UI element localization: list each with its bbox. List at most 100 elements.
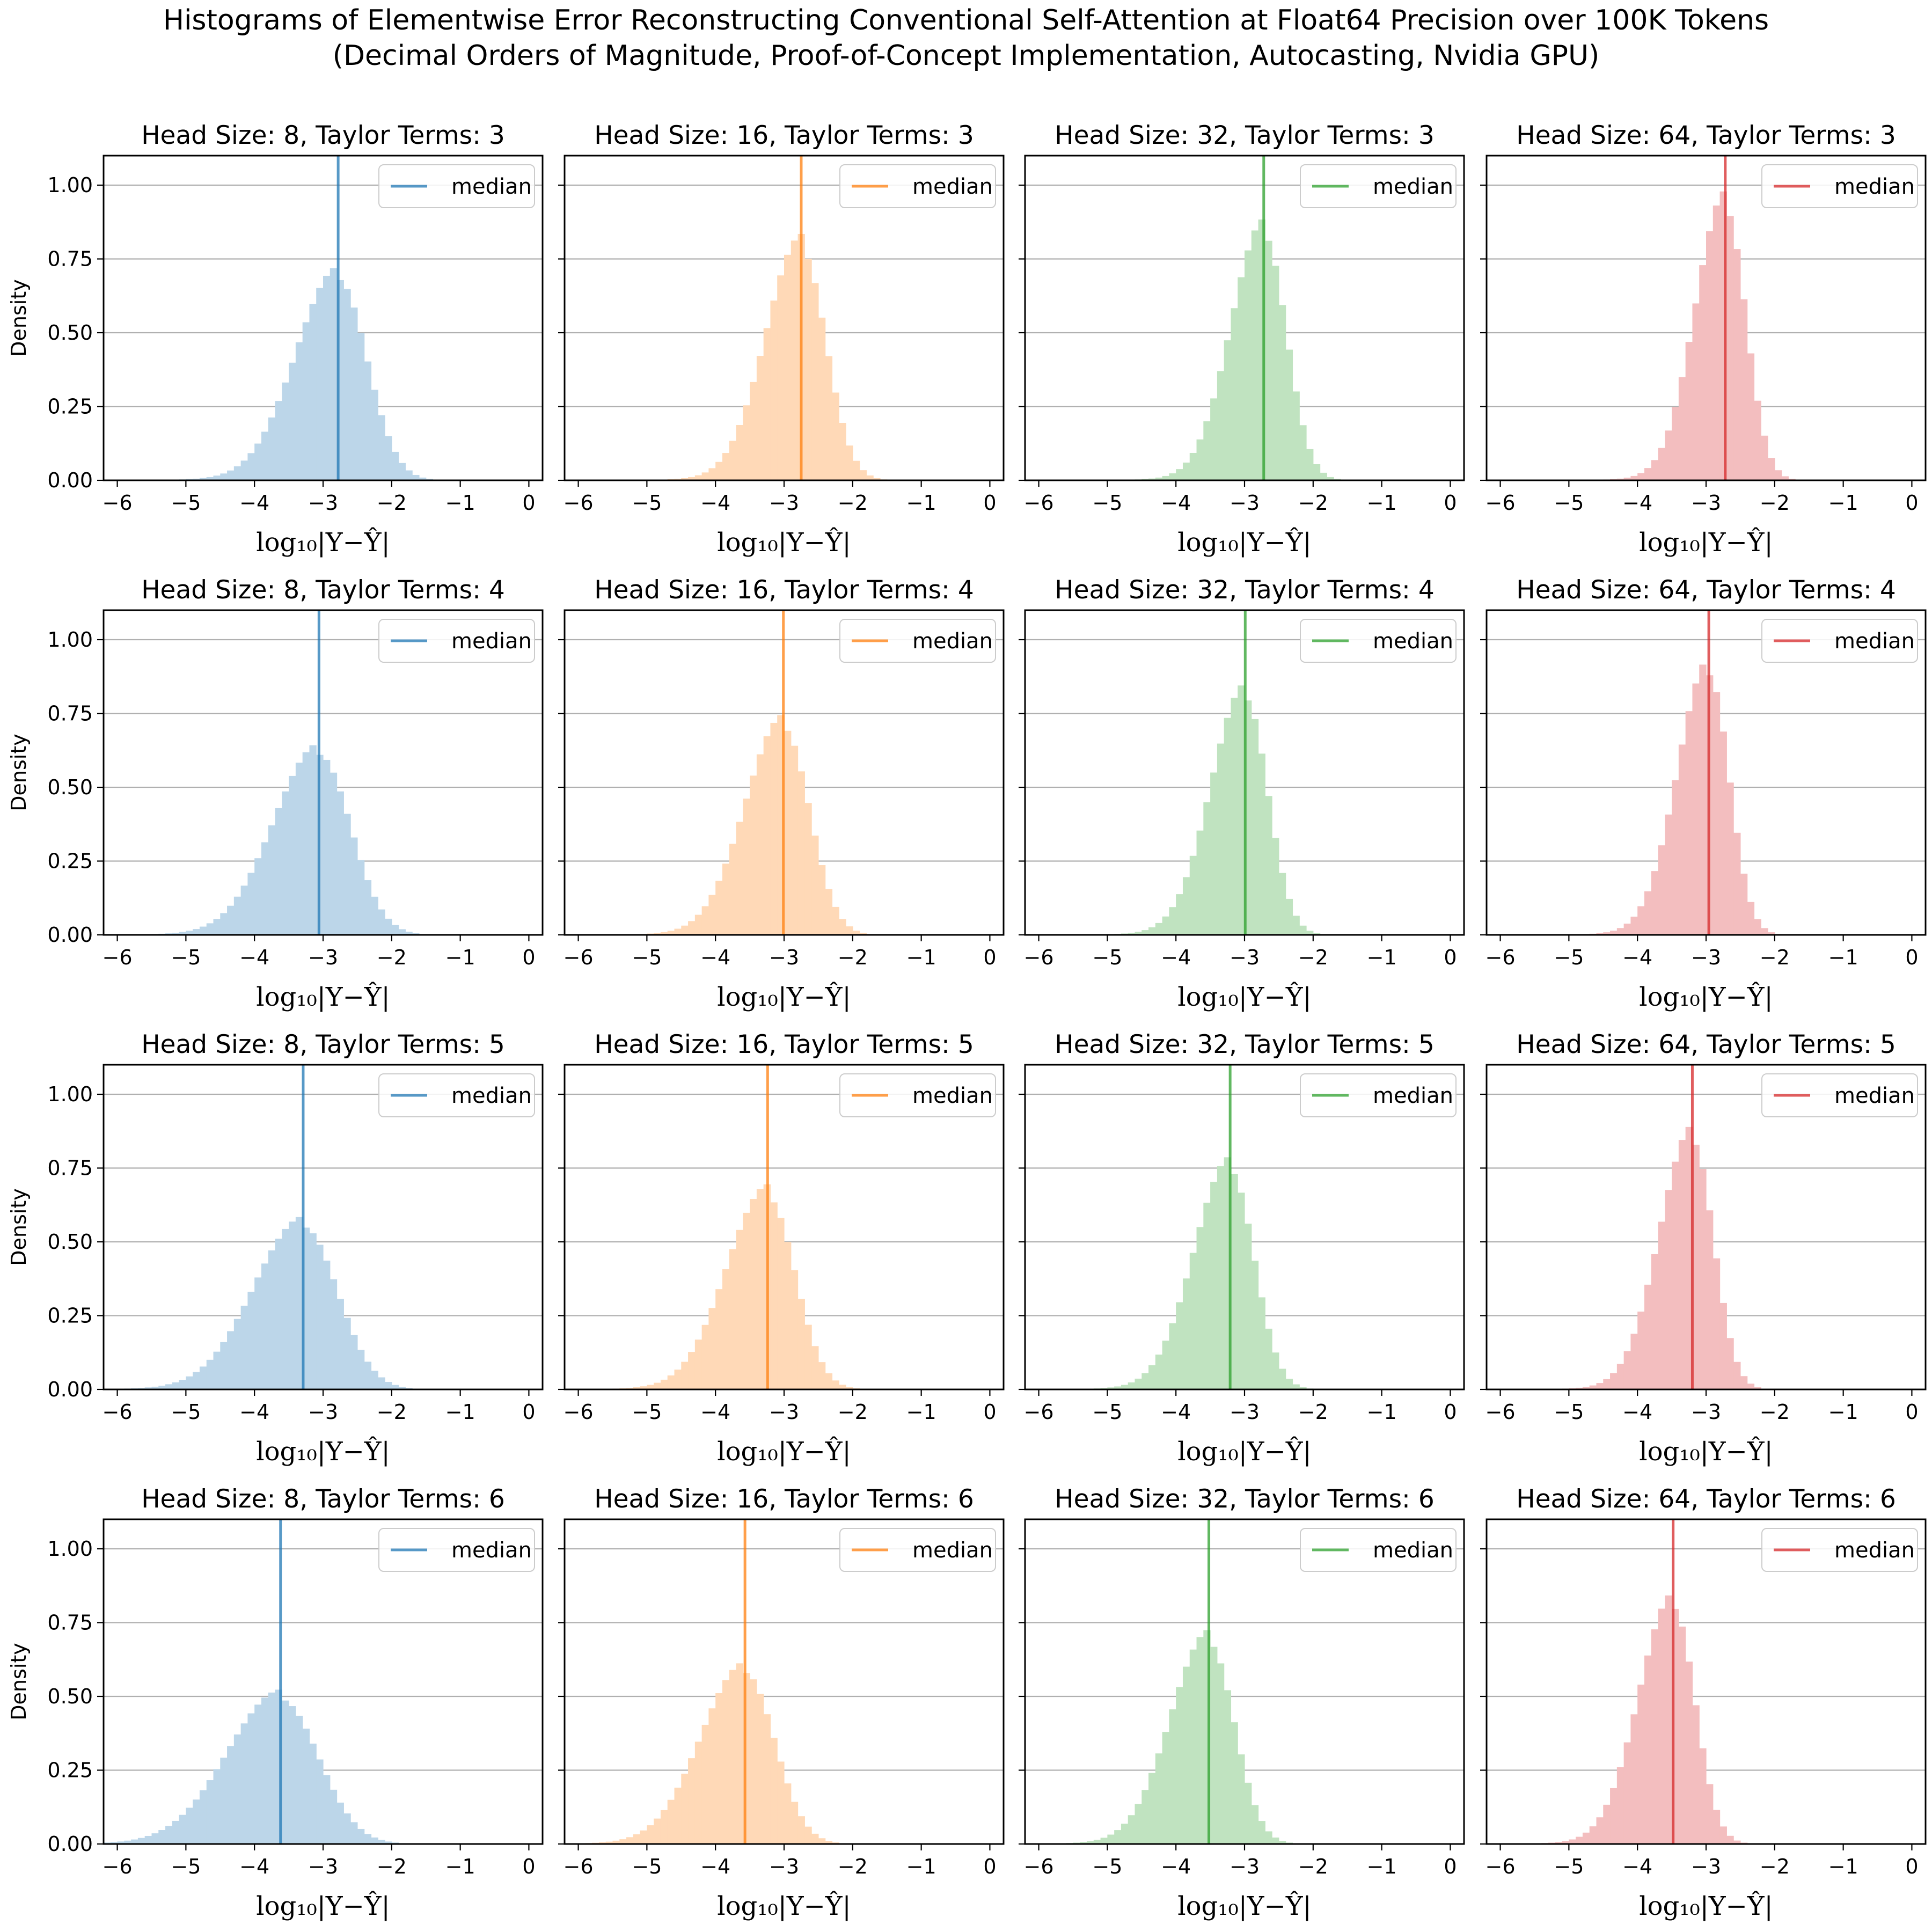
histogram-bar [1265,1328,1272,1389]
histogram-bar [818,865,826,935]
subplot-hs8-tt6: −6 −5 −4 −3 −2 −1 0 0.00 0.25 0.50 0.75 1.00 Head Si… [7,1484,544,1921]
subplot-hs64-tt6: −6 −5 −4 −3 −2 −1 0 Head Size: 64, Taylor Terms… [1480,1484,1927,1921]
histogram-bar [124,1840,131,1844]
histogram-bar [1692,683,1700,935]
histogram-bar [1733,249,1741,480]
legend-label: median [451,1084,532,1108]
x-tick-label: −6 [1024,1855,1054,1878]
legend-box [1761,1073,1918,1117]
histogram-bar [1678,1140,1686,1389]
x-tick-label: −5 [1092,1400,1122,1424]
histogram-bar [715,881,723,935]
x-tick-label: 0 [983,1400,996,1424]
histogram-bar [1285,1379,1293,1389]
histogram-bar [1251,230,1259,480]
histogram-bar [350,308,358,480]
histogram-bar [1155,477,1163,480]
x-tick-label: 0 [983,946,996,969]
histogram-bar [275,808,282,935]
histogram-bar [289,1221,296,1389]
histogram-bar [1128,933,1136,935]
x-tick-label: −3 [1230,491,1260,515]
x-tick-label: −1 [1367,946,1397,969]
histogram-bar [1610,1373,1618,1389]
histogram-bar [1182,877,1190,935]
histogram-bar [1740,873,1748,935]
histogram-bar [179,932,186,935]
histogram-bar [1603,932,1611,935]
x-tick-label: −2 [838,1400,868,1424]
histogram-bar [220,1758,228,1844]
histogram-bar [1658,1221,1665,1389]
histogram-bar [193,929,200,935]
histogram-bar [839,423,846,480]
subplot-title: Head Size: 32, Taylor Terms: 5 [1055,1030,1434,1059]
histogram-bar [1576,1836,1583,1844]
x-tick-label: −4 [239,1400,269,1424]
histogram-bar [309,745,317,935]
histogram-bars [1045,1630,1300,1844]
histogram-bar [364,880,372,935]
x-tick-label: −3 [308,491,338,515]
histogram-bar [1182,1666,1190,1844]
histogram-bar [1203,421,1211,480]
histogram-bar [247,873,255,935]
histogram-bar [694,1340,702,1389]
histogram-bar [357,333,365,480]
histogram-bar [605,1841,613,1844]
histogram-bar [1148,1773,1156,1844]
subplot-hs32-tt5: −6 −5 −4 −3 −2 −1 0 Head Size: 32, Taylor Terms… [1019,1030,1465,1467]
histogram-bar [1733,1362,1741,1389]
histogram-bar [412,474,420,480]
histogram-bar [811,283,819,480]
y-tick-label: 0.25 [47,850,93,873]
histogram-bar [1272,266,1279,480]
histogram-bar [247,1713,255,1844]
x-tick-label: −2 [377,946,407,969]
x-tick-label: −5 [1092,1855,1122,1878]
histogram-bar [1665,1595,1672,1844]
histogram-bar [282,1228,289,1389]
histogram-bar [1107,1834,1115,1844]
figure-title-line-2: (Decimal Orders of Magnitude, Proof-of-C… [332,40,1600,72]
x-tick-label: −6 [564,491,594,515]
y-tick-label: 0.75 [47,1611,93,1635]
histogram-bar [811,1346,819,1389]
legend-label: median [1834,1538,1915,1563]
histogram-bar [1582,1387,1590,1389]
histogram-bar [1272,1352,1279,1389]
histogram-bar [1692,1705,1700,1844]
histogram-bar [797,1299,805,1389]
histogram-bar [179,1814,186,1844]
x-tick-label: −3 [769,946,799,969]
histogram-bar [1258,753,1265,935]
histogram-bar [398,463,406,480]
subplot-title: Head Size: 8, Taylor Terms: 3 [141,121,505,150]
histogram-bar [1306,931,1314,935]
histogram-bar [199,1790,207,1844]
x-tick-label: −5 [1554,491,1584,515]
x-tick-label: −2 [1760,1855,1790,1878]
x-tick-label: −6 [564,1855,594,1878]
histogram-bar [846,926,853,935]
y-tick-label: 1.00 [47,628,93,652]
histogram-bar [1726,1338,1734,1389]
legend: median [1300,619,1457,663]
histogram-bar [1299,1387,1307,1389]
histogram-bar [1719,731,1727,935]
y-tick-label: 0.75 [47,247,93,271]
histogram-bar [343,1318,351,1389]
histogram-bar [1162,1732,1170,1844]
histogram-bar [736,425,743,480]
histogram-bar [832,392,839,480]
histogram-bar [701,1324,709,1389]
subplot-title: Head Size: 16, Taylor Terms: 6 [594,1484,974,1514]
histogram-bar [1616,478,1624,480]
histogram-bar [750,382,757,480]
histogram-bar [818,1838,826,1844]
histogram-bar [647,1385,654,1389]
subplot-hs32-tt6: −6 −5 −4 −3 −2 −1 0 Head Size: 32, Taylor Terms… [1019,1484,1465,1921]
histogram-bar [1754,919,1761,935]
histogram-bar [1713,205,1721,480]
legend-label: median [912,1084,993,1108]
